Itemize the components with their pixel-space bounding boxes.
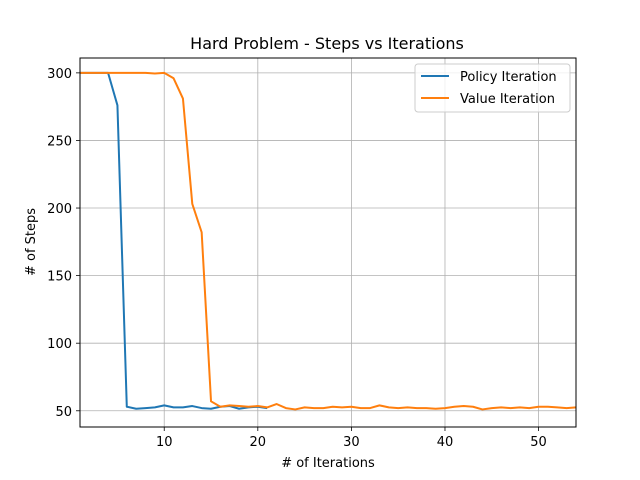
legend: Policy Iteration Value Iteration (414, 63, 571, 113)
series-line-value-iteration (80, 71, 577, 411)
legend-label-policy-iteration: Policy Iteration (460, 70, 557, 85)
axis-ticks: 10 20 30 40 50 50 100 150 200 250 300 (47, 67, 547, 450)
grid-lines (80, 58, 576, 427)
x-tick-label: 30 (343, 435, 360, 450)
y-axis-label: # of Steps (24, 208, 39, 276)
x-tick-label: 10 (156, 435, 173, 450)
x-tick-label: 40 (437, 435, 454, 450)
x-tick-label: 20 (250, 435, 267, 450)
y-tick-label: 150 (47, 270, 72, 285)
y-tick-label: 250 (47, 134, 72, 149)
y-tick-label: 200 (47, 202, 72, 217)
legend-box (414, 63, 571, 113)
chart-title: Hard Problem - Steps vs Iterations (190, 34, 464, 53)
series-line-policy-iteration (80, 71, 268, 410)
plot-area-frame (79, 57, 577, 428)
y-tick-label: 50 (55, 405, 72, 420)
x-axis-label: # of Iterations (281, 456, 375, 471)
y-tick-label: 300 (47, 67, 72, 82)
y-tick-label: 100 (47, 337, 72, 352)
series-lines (80, 71, 577, 411)
x-tick-label: 50 (530, 435, 547, 450)
legend-label-value-iteration: Value Iteration (460, 92, 555, 107)
